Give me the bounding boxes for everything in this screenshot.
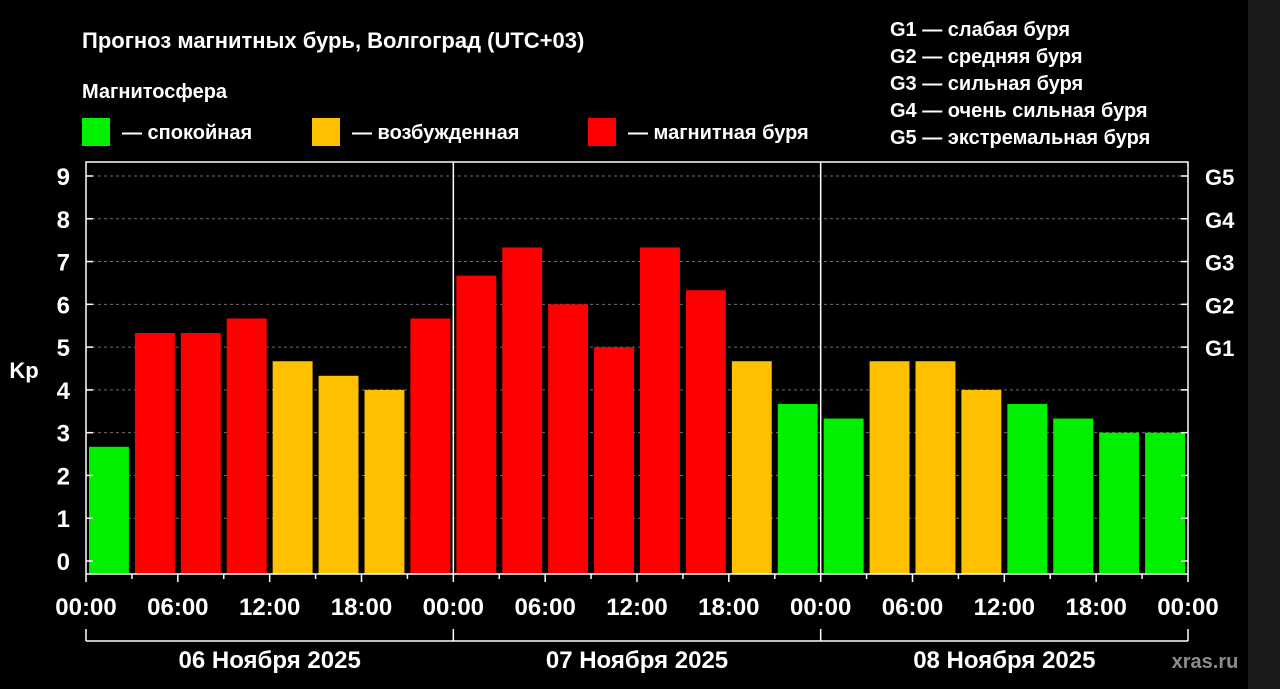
g-level-label: G3 bbox=[1205, 251, 1234, 276]
kp-bar bbox=[180, 332, 221, 574]
y-tick-label: 1 bbox=[57, 506, 70, 533]
bars bbox=[89, 247, 1185, 574]
x-tick-label: 12:00 bbox=[239, 594, 300, 621]
kp-bar bbox=[456, 275, 497, 574]
kp-bar bbox=[1145, 432, 1185, 574]
x-tick-label: 00:00 bbox=[423, 594, 484, 621]
kp-bar bbox=[134, 332, 175, 574]
x-tick-label: 00:00 bbox=[55, 594, 116, 621]
y-tick-label: 9 bbox=[57, 164, 70, 191]
y-tick-label: 4 bbox=[57, 378, 71, 405]
kp-bar bbox=[777, 404, 818, 574]
legend-swatch bbox=[588, 118, 616, 146]
kp-bar bbox=[548, 304, 589, 574]
x-tick-label: 18:00 bbox=[331, 594, 392, 621]
legend-label: — спокойная bbox=[122, 122, 252, 144]
x-tick-label: 12:00 bbox=[974, 594, 1035, 621]
x-tick-label: 00:00 bbox=[790, 594, 851, 621]
g-level-label: G5 bbox=[1205, 165, 1234, 190]
kp-bar bbox=[594, 347, 634, 574]
legend-label: — магнитная буря bbox=[628, 122, 809, 144]
legend-swatch bbox=[82, 118, 110, 146]
kp-bar bbox=[685, 290, 726, 574]
kp-bar bbox=[869, 361, 910, 574]
kp-bar bbox=[226, 318, 267, 574]
day-label: 07 Ноября 2025 bbox=[546, 647, 728, 674]
x-tick-label: 06:00 bbox=[514, 594, 575, 621]
kp-bar bbox=[502, 247, 543, 574]
kp-bar bbox=[961, 389, 1002, 574]
chart-title: Прогноз магнитных бурь, Волгоград (UTC+0… bbox=[82, 28, 584, 53]
storm-scale-item: G3 — сильная буря bbox=[890, 73, 1083, 95]
kp-bar bbox=[272, 361, 313, 574]
g-level-label: G2 bbox=[1205, 293, 1234, 318]
x-tick-label: 06:00 bbox=[882, 594, 943, 621]
kp-bar bbox=[1099, 432, 1140, 574]
storm-scale-item: G4 — очень сильная буря bbox=[890, 100, 1148, 122]
x-tick-label: 00:00 bbox=[1157, 594, 1218, 621]
legend-title: Магнитосфера bbox=[82, 81, 228, 103]
y-tick-label: 5 bbox=[57, 335, 70, 362]
y-tick-label: 7 bbox=[57, 250, 70, 277]
kp-forecast-chart: Прогноз магнитных бурь, Волгоград (UTC+0… bbox=[9, 19, 1239, 674]
kp-bar bbox=[731, 361, 772, 574]
y-tick-label: 0 bbox=[57, 549, 70, 576]
kp-bar bbox=[915, 361, 956, 574]
legend-swatch bbox=[312, 118, 340, 146]
y-tick-label: 6 bbox=[57, 292, 70, 319]
y-tick-label: 8 bbox=[57, 207, 70, 234]
kp-bar bbox=[1007, 404, 1048, 574]
storm-scale-item: G1 — слабая буря bbox=[890, 19, 1070, 41]
kp-bar bbox=[364, 389, 405, 574]
storm-scale-legend: G1 — слабая буря G2 — средняя буря G3 — си… bbox=[890, 19, 1150, 149]
kp-bar bbox=[318, 375, 359, 574]
kp-bar bbox=[89, 446, 129, 574]
x-tick-label: 06:00 bbox=[147, 594, 208, 621]
storm-scale-item: G5 — экстремальная буря bbox=[890, 127, 1150, 149]
y-axis-label: Kp bbox=[9, 358, 38, 383]
legend-label: — возбужденная bbox=[352, 122, 519, 144]
kp-bar bbox=[410, 318, 451, 574]
chart-frame: Прогноз магнитных бурь, Волгоград (UTC+0… bbox=[0, 0, 1248, 689]
storm-scale-item: G2 — средняя буря bbox=[890, 46, 1083, 68]
x-tick-label: 18:00 bbox=[1065, 594, 1126, 621]
x-tick-label: 18:00 bbox=[698, 594, 759, 621]
kp-bar bbox=[640, 247, 680, 574]
day-label: 08 Ноября 2025 bbox=[913, 647, 1095, 674]
y-tick-label: 2 bbox=[57, 463, 70, 490]
g-level-label: G1 bbox=[1205, 336, 1234, 361]
y-tick-label: 3 bbox=[57, 421, 70, 448]
x-tick-label: 12:00 bbox=[606, 594, 667, 621]
legend: — спокойная — возбужденная — магнитная бур… bbox=[82, 118, 809, 146]
kp-bar bbox=[1053, 418, 1094, 574]
grid bbox=[86, 175, 1188, 519]
kp-bar bbox=[823, 418, 864, 574]
watermark: xras.ru bbox=[1172, 651, 1239, 673]
day-label: 06 Ноября 2025 bbox=[179, 647, 361, 674]
g-level-label: G4 bbox=[1205, 208, 1235, 233]
axes: 0 1 2 3 4 5 6 7 8 9 G1 G2 G3 G4 G5 00:00 06:00 12:00 18:00… bbox=[55, 161, 1235, 674]
